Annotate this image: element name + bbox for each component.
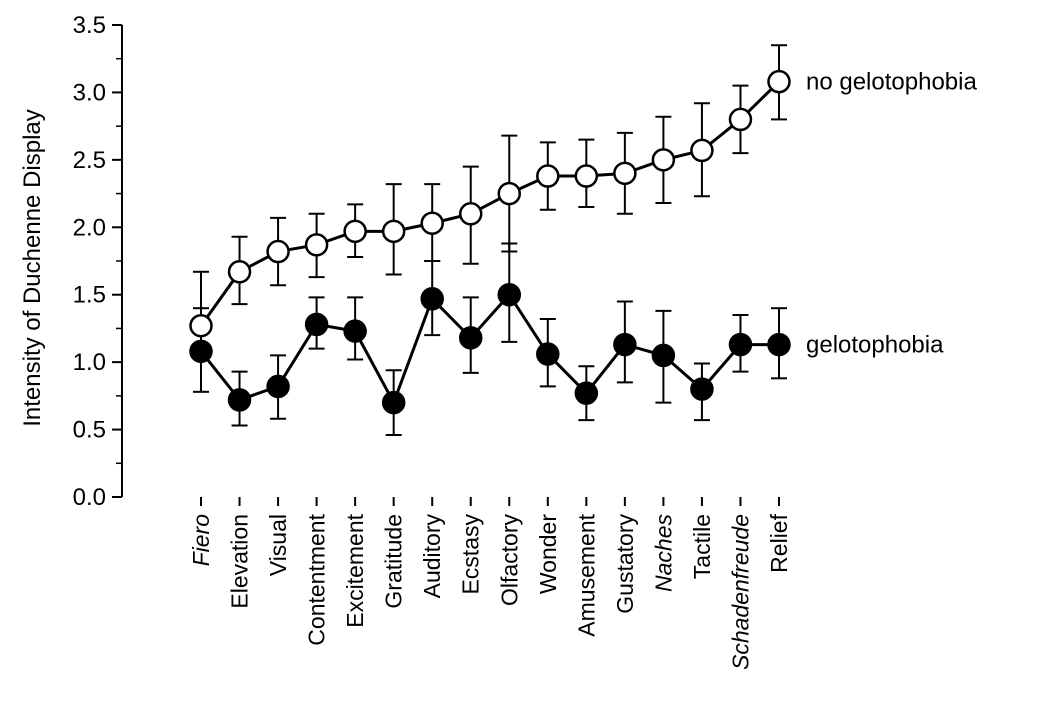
x-category-label: Auditory bbox=[419, 514, 445, 599]
x-category-label: Amusement bbox=[573, 513, 599, 636]
y-tick-label: 2.5 bbox=[73, 147, 106, 174]
data-point bbox=[304, 312, 329, 337]
x-category-label: Elevation bbox=[227, 514, 253, 609]
data-point bbox=[227, 388, 252, 412]
data-point bbox=[227, 260, 252, 284]
x-category-label: Olfactory bbox=[496, 514, 522, 607]
data-point bbox=[343, 319, 367, 343]
x-category-label: Schadenfreude bbox=[727, 514, 753, 670]
x-category-label: Visual bbox=[265, 514, 291, 576]
y-tick-label: 1.5 bbox=[73, 282, 106, 309]
data-point bbox=[574, 164, 599, 188]
data-point bbox=[690, 377, 714, 401]
y-tick-label: 0.0 bbox=[73, 484, 106, 511]
data-point bbox=[574, 381, 599, 405]
series-gelotophobia: gelotophobia bbox=[189, 242, 944, 436]
x-category-label: Gustatory bbox=[612, 514, 638, 614]
y-tick-label: 0.5 bbox=[73, 417, 106, 444]
data-point bbox=[304, 233, 329, 257]
x-category-label: Gratitude bbox=[381, 514, 407, 609]
data-point bbox=[458, 202, 483, 226]
x-category-label: Tactile bbox=[689, 514, 715, 579]
series-label: no gelotophobia bbox=[806, 69, 977, 96]
data-point bbox=[728, 107, 753, 132]
data-point bbox=[458, 326, 483, 350]
data-point bbox=[497, 181, 522, 206]
series-line bbox=[199, 80, 781, 327]
data-point bbox=[767, 69, 791, 94]
data-point bbox=[497, 282, 522, 307]
x-category-label: Naches bbox=[650, 514, 676, 592]
data-point bbox=[381, 390, 406, 415]
y-tick-label: 3.0 bbox=[73, 79, 106, 106]
series-layer: gelotophobia no gelotophobia bbox=[189, 44, 977, 436]
data-point bbox=[343, 219, 367, 244]
y-axis-title: Intensity of Duchenne Display bbox=[19, 109, 46, 427]
x-category-label: Excitement bbox=[342, 513, 368, 627]
x-ticks: Fiero Elevation Visual Contentment Excitemen… bbox=[188, 497, 792, 670]
x-category-label: Wonder bbox=[535, 514, 561, 594]
data-point bbox=[728, 332, 753, 357]
data-point bbox=[420, 287, 444, 311]
x-category-label: Fiero bbox=[188, 514, 214, 567]
data-point bbox=[189, 313, 213, 338]
series-label: gelotophobia bbox=[806, 332, 944, 359]
series-no-gelotophobia: no gelotophobia bbox=[189, 44, 977, 347]
x-category-label: Relief bbox=[766, 513, 792, 572]
data-point bbox=[690, 138, 714, 163]
y-tick-label: 3.5 bbox=[73, 12, 106, 39]
data-point bbox=[651, 148, 676, 172]
data-point bbox=[767, 332, 791, 357]
x-category-label: Contentment bbox=[304, 513, 330, 645]
y-ticks: 0.0 0.5 1.0 1.5 2.0 2.5 3.0 3.5 bbox=[73, 12, 122, 511]
data-point bbox=[613, 161, 637, 186]
data-point bbox=[613, 332, 637, 357]
data-point bbox=[381, 219, 406, 244]
data-point bbox=[536, 342, 560, 366]
y-tick-label: 2.0 bbox=[73, 214, 106, 241]
y-tick-label: 1.0 bbox=[73, 349, 106, 376]
x-category-label: Ecstasy bbox=[458, 514, 484, 595]
data-point bbox=[536, 164, 560, 188]
data-point bbox=[420, 211, 444, 235]
series-line bbox=[199, 292, 779, 407]
data-point bbox=[266, 374, 290, 399]
data-point bbox=[651, 343, 676, 368]
data-point bbox=[266, 239, 290, 264]
